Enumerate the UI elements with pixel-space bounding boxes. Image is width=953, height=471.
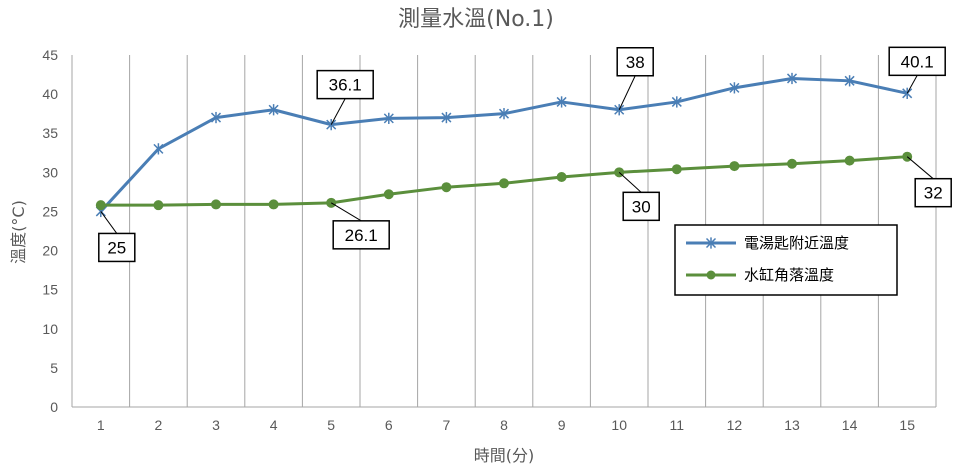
data-label-text: 36.1 — [329, 76, 362, 95]
x-tick-label: 12 — [727, 417, 743, 433]
y-axis-title: 溫度(°C) — [9, 200, 28, 264]
data-point-asterisk — [844, 75, 855, 87]
data-label-leader — [618, 75, 636, 110]
data-point-circle — [499, 178, 509, 189]
data-label-leader — [906, 75, 918, 94]
x-tick-label: 4 — [270, 417, 278, 433]
x-tick-label: 3 — [212, 417, 220, 433]
y-tick-label: 10 — [42, 321, 58, 337]
x-tick-label: 6 — [385, 417, 393, 433]
y-tick-label: 15 — [42, 282, 58, 298]
data-point-asterisk — [671, 96, 682, 108]
data-label-text: 30 — [632, 197, 651, 216]
data-point-circle — [441, 182, 452, 193]
data-label-box — [332, 220, 390, 250]
data-label-text: 26.1 — [345, 226, 378, 245]
legend-box — [674, 224, 898, 296]
data-point-circle — [556, 172, 567, 183]
data-label: 26.1 — [330, 202, 390, 250]
x-tick-label: 8 — [500, 417, 508, 433]
data-point-circle — [844, 155, 855, 166]
data-point-circle — [671, 164, 682, 175]
data-point-circle — [153, 200, 164, 211]
y-tick-label: 45 — [42, 47, 58, 63]
legend-swatch-marker — [706, 270, 716, 280]
x-axis-title: 時間(分) — [474, 446, 535, 465]
data-point-asterisk — [786, 72, 798, 85]
data-label-box — [888, 46, 946, 77]
data-point-circle — [268, 199, 279, 210]
data-label-box — [98, 232, 136, 263]
x-tick-label: 13 — [784, 417, 800, 433]
data-point-asterisk — [326, 118, 337, 131]
x-tick-label: 7 — [443, 417, 451, 433]
data-point-circle — [729, 161, 740, 172]
data-label: 40.1 — [888, 46, 946, 94]
data-label-text: 40.1 — [901, 52, 934, 71]
data-label-box — [316, 69, 374, 100]
y-tick-label: 20 — [42, 243, 58, 259]
y-tick-label: 35 — [42, 125, 58, 141]
data-label-leader — [100, 211, 118, 234]
data-label-text: 38 — [626, 53, 645, 72]
callouts: 25 36.1 38 40.1 26.1 30 32 — [98, 46, 952, 263]
x-tick-label: 1 — [97, 417, 105, 433]
x-tick-label: 11 — [670, 417, 685, 433]
x-tick-label: 9 — [558, 417, 566, 433]
data-label-leader — [906, 156, 934, 180]
legend-label: 電湯匙附近溫度 — [744, 234, 849, 252]
y-tick-label: 5 — [50, 360, 58, 376]
data-point-circle — [211, 199, 221, 210]
data-label-box — [622, 191, 660, 222]
data-point-asterisk — [153, 143, 164, 155]
x-tick-label: 15 — [899, 417, 915, 433]
data-label: 25 — [98, 211, 136, 263]
data-label-leader — [330, 98, 346, 125]
data-point-asterisk — [498, 108, 510, 120]
data-label: 30 — [618, 171, 660, 222]
y-axis-ticks: 0 5 10 15 20 25 30 35 40 45 — [42, 47, 58, 415]
data-label-box — [914, 177, 952, 208]
legend-label: 水缸角落溫度 — [744, 266, 834, 284]
data-point-circle — [95, 200, 106, 211]
data-label: 36.1 — [316, 69, 374, 125]
data-point-asterisk — [556, 96, 567, 108]
data-point-asterisk — [268, 104, 279, 116]
data-point-asterisk — [441, 111, 452, 124]
x-axis-ticks: 1 2 3 4 5 6 7 8 9 10 11 12 13 14 15 — [97, 417, 915, 433]
data-label-leader — [618, 171, 642, 193]
series-group — [95, 72, 913, 218]
y-tick-label: 40 — [42, 86, 58, 102]
data-label: 32 — [906, 156, 952, 208]
data-point-circle — [787, 158, 797, 169]
series-line-1 — [99, 76, 908, 213]
x-tick-label: 5 — [327, 417, 335, 433]
data-point-asterisk — [383, 112, 394, 124]
x-tick-label: 14 — [842, 417, 858, 433]
data-point-circle — [383, 189, 394, 200]
y-tick-label: 25 — [42, 203, 58, 219]
y-tick-label: 30 — [42, 164, 58, 180]
chart-title: 測量水溫(No.1) — [398, 7, 554, 32]
data-label-leader — [330, 202, 362, 222]
data-label-text: 25 — [107, 238, 126, 257]
data-point-asterisk — [210, 111, 222, 124]
y-tick-label: 0 — [50, 399, 58, 415]
x-tick-label: 10 — [611, 417, 627, 433]
x-tick-label: 2 — [155, 417, 163, 433]
data-label-box — [616, 47, 654, 77]
data-label: 38 — [616, 47, 654, 110]
data-label-text: 32 — [924, 184, 943, 203]
data-point-asterisk — [729, 82, 740, 94]
data-point-asterisk — [705, 237, 717, 249]
